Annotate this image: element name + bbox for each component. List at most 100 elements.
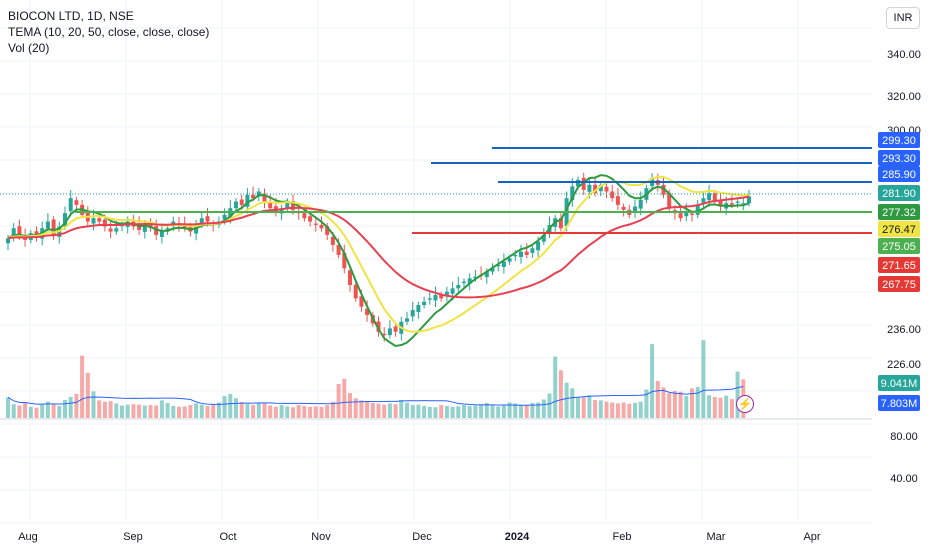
volume-bar xyxy=(148,405,153,418)
time-axis-label: Sep xyxy=(123,531,143,543)
candle-body xyxy=(262,193,267,202)
candle-body xyxy=(433,295,438,301)
price-label-tag xyxy=(878,150,920,166)
tema-indicator-label[interactable]: TEMA (10, 20, 50, close, close, close) xyxy=(8,25,210,39)
volume-bar xyxy=(273,406,278,418)
candle-body xyxy=(376,321,381,332)
candle-body xyxy=(251,194,256,199)
volume-bar xyxy=(479,404,484,418)
time-axis-label: Feb xyxy=(613,531,632,543)
lightning-icon[interactable]: ⚡ xyxy=(736,395,754,413)
symbol-title[interactable]: BIOCON LTD, 1D, NSE xyxy=(8,9,134,23)
volume-bar xyxy=(405,402,409,418)
volume-bar xyxy=(524,405,529,418)
volume-bar xyxy=(490,405,495,418)
volume-bar xyxy=(91,391,96,418)
candle-body xyxy=(496,264,501,267)
candle-body xyxy=(245,194,250,207)
price-label-text: 267.75 xyxy=(882,279,916,291)
volume-bar xyxy=(296,405,301,418)
volume-indicator-label[interactable]: Vol (20) xyxy=(8,41,50,55)
time-axis-label: Mar xyxy=(707,531,726,543)
volume-bar xyxy=(222,396,227,418)
volume-bar xyxy=(285,406,290,418)
volume-bar xyxy=(239,402,244,418)
price-label-text: 7.803M xyxy=(881,398,918,410)
volume-bar xyxy=(707,395,712,418)
candle-body xyxy=(199,218,204,225)
volume-bar xyxy=(80,355,85,418)
price-label-tag xyxy=(878,132,920,148)
candle-body xyxy=(536,241,541,251)
volume-bar xyxy=(638,401,643,418)
price-label-tag xyxy=(878,276,920,292)
volume-bar xyxy=(370,402,375,418)
volume-bar xyxy=(581,397,586,418)
price-tick-label: 80.00 xyxy=(890,431,918,443)
candle-body xyxy=(291,201,295,210)
candle-body xyxy=(519,251,523,257)
candle-body xyxy=(348,270,352,286)
volume-bar xyxy=(655,381,660,418)
price-labels: 299.30 293.30 285.90 281.90 277.32 276.47 275.… xyxy=(878,132,920,411)
volume-bar xyxy=(302,405,307,418)
candle-body xyxy=(74,200,79,205)
price-label-tag xyxy=(878,395,920,411)
candle-body xyxy=(382,333,387,336)
price-label-text: 285.90 xyxy=(882,169,916,181)
candle-body xyxy=(108,228,113,232)
candle-body xyxy=(729,203,734,205)
time-axis-label: Dec xyxy=(412,531,432,543)
volume-bar xyxy=(279,405,284,418)
volume-bar xyxy=(23,402,28,418)
candle-body xyxy=(45,221,50,229)
volume-bar xyxy=(644,389,649,418)
time-axis-label: Nov xyxy=(311,531,331,543)
volume-bar xyxy=(319,406,324,418)
volume-bar xyxy=(427,406,432,418)
volume-bar xyxy=(724,395,729,418)
candle-body xyxy=(501,261,506,267)
price-label-text: 271.65 xyxy=(882,260,916,272)
candle-body xyxy=(684,211,689,217)
price-tick-label: 40.00 xyxy=(890,473,918,485)
horizontal-levels xyxy=(0,147,872,234)
volume-bar xyxy=(336,384,341,418)
volume-bar xyxy=(444,405,449,418)
candle-body xyxy=(444,291,449,297)
chart-legend: BIOCON LTD, 1D, NSE TEMA (10, 20, 50, cl… xyxy=(8,8,209,56)
price-label-text: 275.05 xyxy=(882,241,916,253)
volume-bar xyxy=(462,405,466,418)
volume-bar xyxy=(661,387,666,418)
volume-bar xyxy=(536,402,541,418)
volume-bar xyxy=(348,393,352,418)
currency-selector[interactable]: INR xyxy=(886,7,920,29)
volume-bar xyxy=(68,396,73,418)
volume-bar xyxy=(74,393,79,418)
volume-bar xyxy=(598,400,603,418)
tema-20-line xyxy=(7,175,750,333)
candle-body xyxy=(439,295,444,299)
volume-bar xyxy=(678,391,683,418)
volume-bar xyxy=(570,388,575,418)
volume-bar xyxy=(57,405,62,418)
candle-body xyxy=(325,226,330,235)
price-label-text: 276.47 xyxy=(882,224,916,236)
candle-body xyxy=(222,214,227,220)
volume-bar xyxy=(251,405,256,418)
volume-bar xyxy=(6,397,10,418)
candle-body xyxy=(570,186,575,201)
volume-bar xyxy=(416,404,421,418)
candle-body xyxy=(576,179,580,187)
candle-body xyxy=(365,308,370,316)
volume-bar xyxy=(382,404,387,418)
candle-body xyxy=(63,213,67,227)
candle-body xyxy=(416,305,421,313)
volume-bar xyxy=(211,404,216,418)
volume-bar xyxy=(365,401,370,418)
candle-body xyxy=(598,184,603,192)
candle-body xyxy=(530,248,535,253)
candle-body xyxy=(507,258,512,262)
volume-bar xyxy=(519,404,523,418)
